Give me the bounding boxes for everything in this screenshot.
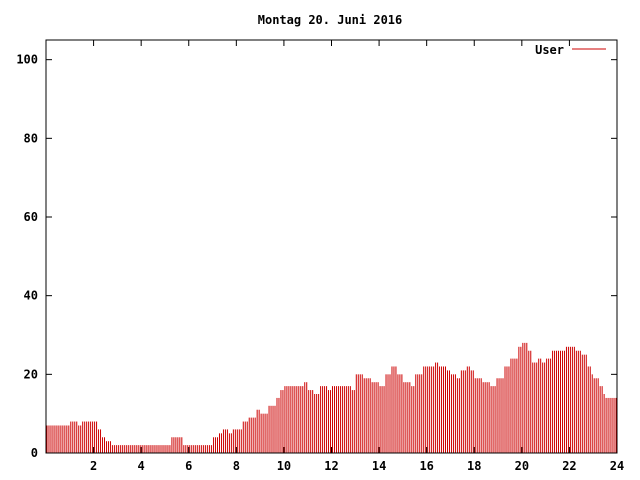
y-tick-label: 60 [24,210,38,224]
legend: User [535,43,606,57]
y-tick-label: 100 [16,53,38,67]
y-axis: 0 20 40 60 80 100 [16,53,617,460]
bar-series [46,342,617,453]
legend-label: User [535,43,564,57]
x-tick-label: 4 [138,459,145,473]
x-tick-label: 6 [185,459,192,473]
x-tick-label: 20 [515,459,529,473]
x-tick-label: 8 [233,459,240,473]
chart-title: Montag 20. Juni 2016 [258,13,403,27]
x-tick-label: 18 [467,459,481,473]
x-tick-label: 22 [562,459,576,473]
x-tick-label: 10 [277,459,291,473]
y-tick-label: 40 [24,289,38,303]
x-tick-label: 16 [419,459,433,473]
x-tick-label: 12 [324,459,338,473]
y-tick-label: 80 [24,131,38,145]
y-tick-label: 0 [31,446,38,460]
x-tick-label: 14 [372,459,386,473]
y-tick-label: 20 [24,367,38,381]
x-axis: 2 4 6 8 10 12 14 16 18 20 22 24 [90,40,624,473]
x-tick-label: 2 [90,459,97,473]
x-tick-label: 24 [610,459,624,473]
